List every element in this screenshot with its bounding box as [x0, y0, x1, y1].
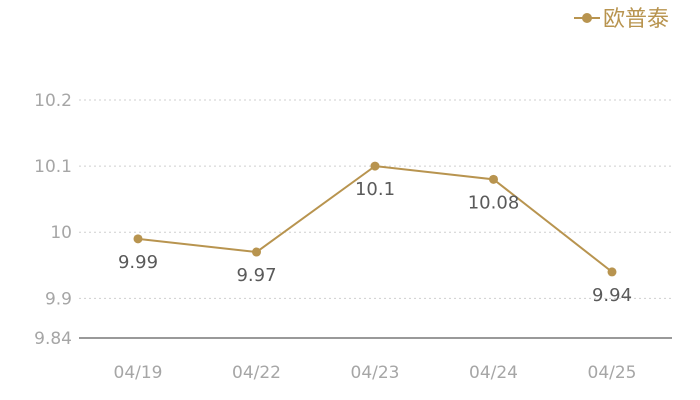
legend: 欧普泰 — [574, 7, 669, 32]
y-tick-label: 9.9 — [45, 289, 72, 309]
data-label: 9.99 — [118, 252, 158, 273]
y-tick-label: 9.84 — [34, 329, 72, 349]
data-labels: 9.99 9.97 10.1 10.08 9.94 — [118, 179, 632, 306]
data-point — [607, 267, 617, 277]
data-label: 10.1 — [355, 179, 395, 200]
data-point — [489, 174, 498, 184]
legend-series-label: 欧普泰 — [603, 7, 669, 32]
y-tick-label: 10.1 — [34, 157, 72, 177]
x-axis: 04/19 04/22 04/23 04/24 04/25 — [79, 337, 672, 383]
x-tick-label: 04/23 — [351, 363, 400, 383]
data-point — [252, 247, 261, 257]
x-tick-label: 04/25 — [588, 363, 637, 383]
data-point — [370, 161, 380, 171]
y-tick-label: 10 — [50, 223, 72, 243]
legend-dot-marker — [582, 13, 592, 23]
y-tick-label: 10.2 — [34, 91, 72, 111]
x-tick-label: 04/24 — [469, 363, 518, 383]
data-point — [133, 234, 143, 244]
data-points — [133, 161, 617, 277]
data-label: 9.94 — [592, 285, 632, 306]
data-label: 9.97 — [236, 265, 276, 286]
data-label: 10.08 — [468, 192, 520, 213]
x-tick-label: 04/19 — [114, 363, 163, 383]
x-tick-label: 04/22 — [232, 363, 281, 383]
y-axis: 9.84 9.9 10 10.1 10.2 — [34, 91, 72, 349]
